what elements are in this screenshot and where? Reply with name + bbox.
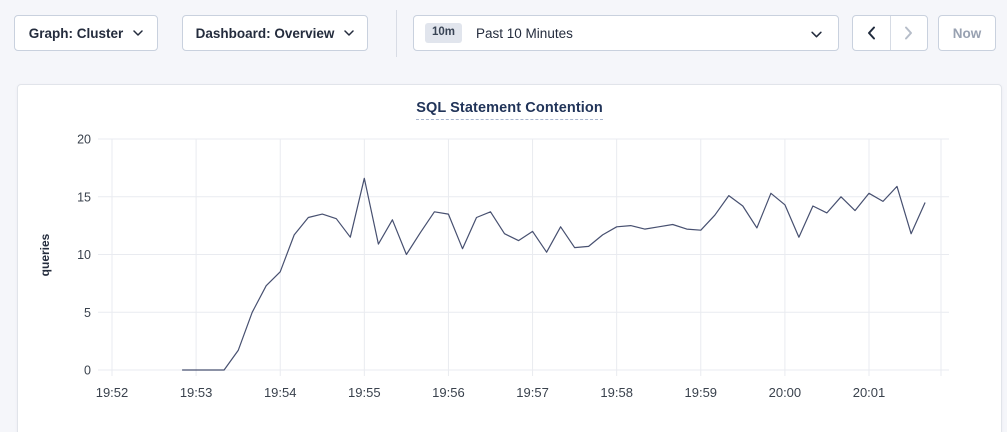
x-tick-label: 19:59 <box>685 385 718 400</box>
x-tick-label: 20:01 <box>853 385 886 400</box>
chevron-down-icon <box>344 30 355 36</box>
series-line <box>182 177 926 371</box>
x-tick-label: 19:52 <box>96 385 129 400</box>
x-tick-label: 19:58 <box>600 385 633 400</box>
graph-selector-button[interactable]: Graph: Cluster <box>14 15 158 51</box>
chart-card: SQL Statement Contention queries 0 5 10 15 2… <box>17 84 1002 432</box>
time-window-label: Past 10 Minutes <box>476 25 573 41</box>
time-history-nav <box>852 15 928 51</box>
chart-title[interactable]: SQL Statement Contention <box>416 100 603 120</box>
y-axis-title: queries <box>38 233 52 276</box>
x-tick-label: 19:56 <box>432 385 465 400</box>
y-tick-label: 15 <box>77 190 91 204</box>
now-button-label: Now <box>952 25 982 41</box>
x-tick-label: 19:55 <box>348 385 381 400</box>
prev-time-button[interactable] <box>853 16 890 50</box>
dashboard-selector-label: Dashboard: Overview <box>195 25 335 41</box>
chevron-right-icon <box>905 26 913 40</box>
time-window-badge: 10m <box>425 23 463 43</box>
chevron-left-icon <box>867 26 875 40</box>
toolbar-divider <box>396 10 397 57</box>
toolbar: Graph: Cluster Dashboard: Overview 10m P… <box>0 0 1007 68</box>
x-tick-label: 20:00 <box>769 385 802 400</box>
y-tick-label: 5 <box>84 306 91 320</box>
chevron-down-icon <box>133 30 143 36</box>
y-tick-label: 20 <box>77 133 91 147</box>
chart-title-row: SQL Statement Contention <box>18 99 1001 120</box>
time-window-picker[interactable]: 10m Past 10 Minutes <box>413 15 839 51</box>
now-button[interactable]: Now <box>938 15 996 51</box>
x-tick-label: 19:53 <box>180 385 213 400</box>
y-tick-label: 0 <box>84 364 91 378</box>
x-tick-label: 19:57 <box>516 385 549 400</box>
graph-selector-label: Graph: Cluster <box>28 25 124 41</box>
chevron-down-icon <box>811 31 822 38</box>
x-tick-label: 19:54 <box>264 385 297 400</box>
next-time-button[interactable] <box>889 16 927 50</box>
y-tick-label: 10 <box>77 248 91 262</box>
dashboard-selector-button[interactable]: Dashboard: Overview <box>182 15 368 51</box>
chart-plot-area[interactable]: queries 0 5 10 15 20 19:52 19:53 19:54 19:55 19:5… <box>18 85 1003 432</box>
